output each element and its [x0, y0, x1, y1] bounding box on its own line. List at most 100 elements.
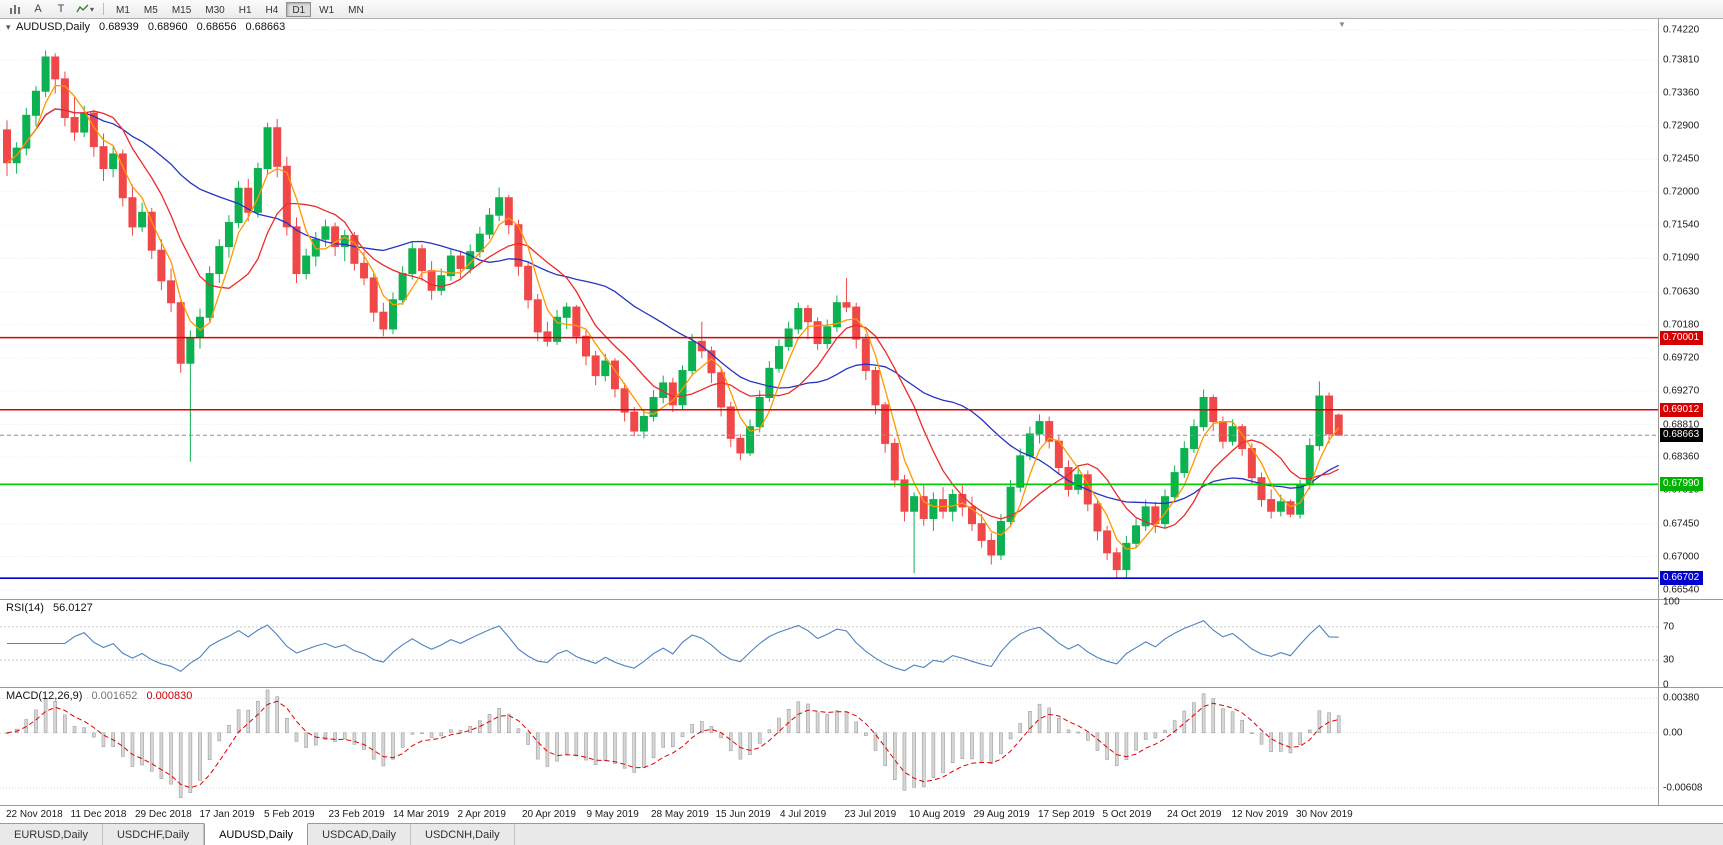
macd-histogram-bar [246, 709, 251, 734]
macd-histogram-bar [796, 701, 801, 734]
date-label: 23 Feb 2019 [328, 809, 385, 820]
candle [176, 302, 185, 364]
candle [215, 246, 224, 275]
macd-histogram-bar [207, 732, 212, 761]
candle [302, 255, 311, 275]
date-label: 11 Dec 2018 [70, 809, 127, 820]
macd-histogram-bar [661, 732, 666, 748]
macd-histogram-bar [989, 732, 994, 764]
candle [1132, 525, 1141, 544]
candle [205, 273, 214, 318]
macd-main-value: 0.001652 [91, 690, 138, 702]
timeframe-button-h4[interactable]: H4 [265, 4, 279, 16]
title-tool-label: T [57, 3, 65, 15]
candle [929, 499, 938, 520]
chart-tab-usdcad[interactable]: USDCAD,Daily [308, 824, 412, 845]
candle [823, 326, 832, 345]
macd-histogram-bar [1230, 711, 1235, 734]
rsi-name: RSI(14) [6, 602, 44, 614]
chart-tab-usdcnh[interactable]: USDCNH,Daily [411, 824, 515, 845]
candle [562, 306, 571, 318]
macd-histogram-bar [371, 732, 376, 760]
date-label: 5 Oct 2019 [1102, 809, 1152, 820]
macd-histogram-bar [169, 732, 173, 785]
macd-histogram-bar [632, 732, 637, 773]
candle [1315, 395, 1324, 447]
ma-fast-line [6, 84, 1340, 550]
chart-tab-audusd[interactable]: AUDUSD,Daily [204, 823, 309, 845]
candle [736, 437, 745, 454]
macd-histogram-bar [1143, 732, 1148, 740]
panel-divider[interactable] [0, 687, 1723, 688]
macd-histogram-bar [738, 732, 743, 760]
macd-tick-label: -0.00608 [1663, 782, 1703, 794]
macd-histogram-bar [584, 732, 588, 761]
chart-tab-eurusd[interactable]: EURUSD,Daily [0, 824, 103, 845]
candle [987, 539, 996, 556]
macd-histogram-bar [535, 732, 540, 760]
candle [1122, 542, 1131, 571]
macd-histogram-bar [1317, 710, 1322, 734]
chart-tab-bar: EURUSD,Daily USDCHF,Daily AUDUSD,Daily USDC… [0, 823, 1723, 845]
time-axis[interactable]: 22 Nov 2018 11 Dec 2018 29 Dec 2018 17 Jan … [0, 806, 1723, 823]
candle [1286, 501, 1295, 515]
candle [456, 255, 465, 269]
macd-label: MACD(12,26,9) 0.001652 0.000830 [6, 690, 192, 702]
toolbar-separator [103, 3, 105, 15]
macd-histogram-bar [101, 732, 106, 748]
candle [1161, 496, 1169, 525]
candle [572, 306, 581, 337]
price-tick-label: 0.66540 [1663, 584, 1700, 596]
macd-chart[interactable] [0, 688, 1658, 805]
date-label: 20 Apr 2019 [522, 809, 576, 820]
timeframe-button-m5[interactable]: M5 [143, 4, 158, 16]
candlestick-chart[interactable] [0, 19, 1658, 599]
title-tool-button[interactable]: T [50, 2, 72, 17]
timeframe-button-w1[interactable]: W1 [319, 4, 335, 16]
panel-divider[interactable] [0, 599, 1723, 600]
candle [678, 370, 687, 406]
rsi-line [7, 619, 1339, 673]
macd-histogram-bar [178, 732, 183, 799]
timeframe-button-d1[interactable]: D1 [286, 1, 312, 17]
candle [832, 302, 841, 328]
macd-histogram-bar [844, 711, 849, 734]
timeframe-button-m30[interactable]: M30 [205, 4, 225, 16]
timeframe-button-mn[interactable]: MN [348, 4, 364, 16]
timeframe-button-m1[interactable]: M1 [116, 4, 130, 16]
rsi-chart[interactable] [0, 600, 1658, 687]
price-tick-label: 0.68810 [1663, 419, 1700, 430]
macd-histogram-bar [921, 732, 926, 788]
candle [22, 114, 31, 149]
rsi-indicator-panel[interactable]: RSI(14) 56.0127 [0, 600, 1723, 687]
candle [1006, 486, 1015, 522]
macd-histogram-bar [873, 732, 878, 751]
price-chart-panel[interactable]: ▾ AUDUSD,Daily 0.68939 0.68960 0.68656 0… [0, 19, 1723, 599]
level-price-tag: 0.69012 [1660, 402, 1704, 417]
candle [639, 415, 648, 432]
timeframe-group: M1 M5 M15 M30 H1 H4 D1 W1 MN [109, 1, 371, 17]
candle [1141, 506, 1150, 527]
timeframe-button-h1[interactable]: H1 [238, 4, 252, 16]
macd-histogram-bar [342, 732, 347, 740]
candle [1025, 433, 1034, 457]
macd-indicator-panel[interactable]: MACD(12,26,9) 0.001652 0.000830 [0, 688, 1723, 805]
bar-chart-icon[interactable] [4, 2, 26, 17]
macd-histogram-bar [1192, 702, 1196, 734]
candle [910, 496, 919, 512]
macd-histogram-bar [1114, 732, 1119, 767]
chart-shift-marker-icon[interactable]: ▼ [1338, 20, 1346, 29]
line-studies-button[interactable]: ▾ [73, 2, 97, 17]
candle [746, 426, 755, 454]
text-tool-button[interactable]: A [27, 2, 49, 17]
macd-histogram-bar [1047, 707, 1051, 734]
candle [282, 165, 291, 228]
candle [524, 265, 533, 301]
collapse-arrow-icon[interactable]: ▾ [6, 22, 11, 32]
candle [717, 372, 726, 408]
macd-histogram-bar [1172, 720, 1177, 734]
price-tick-label: 0.68360 [1663, 451, 1700, 463]
timeframe-button-m15[interactable]: M15 [171, 4, 192, 16]
price-axis[interactable]: 0.74220 0.73810 0.73360 0.72900 0.72450 0.720… [1660, 0, 1723, 845]
chart-tab-usdchf[interactable]: USDCHF,Daily [102, 824, 205, 845]
